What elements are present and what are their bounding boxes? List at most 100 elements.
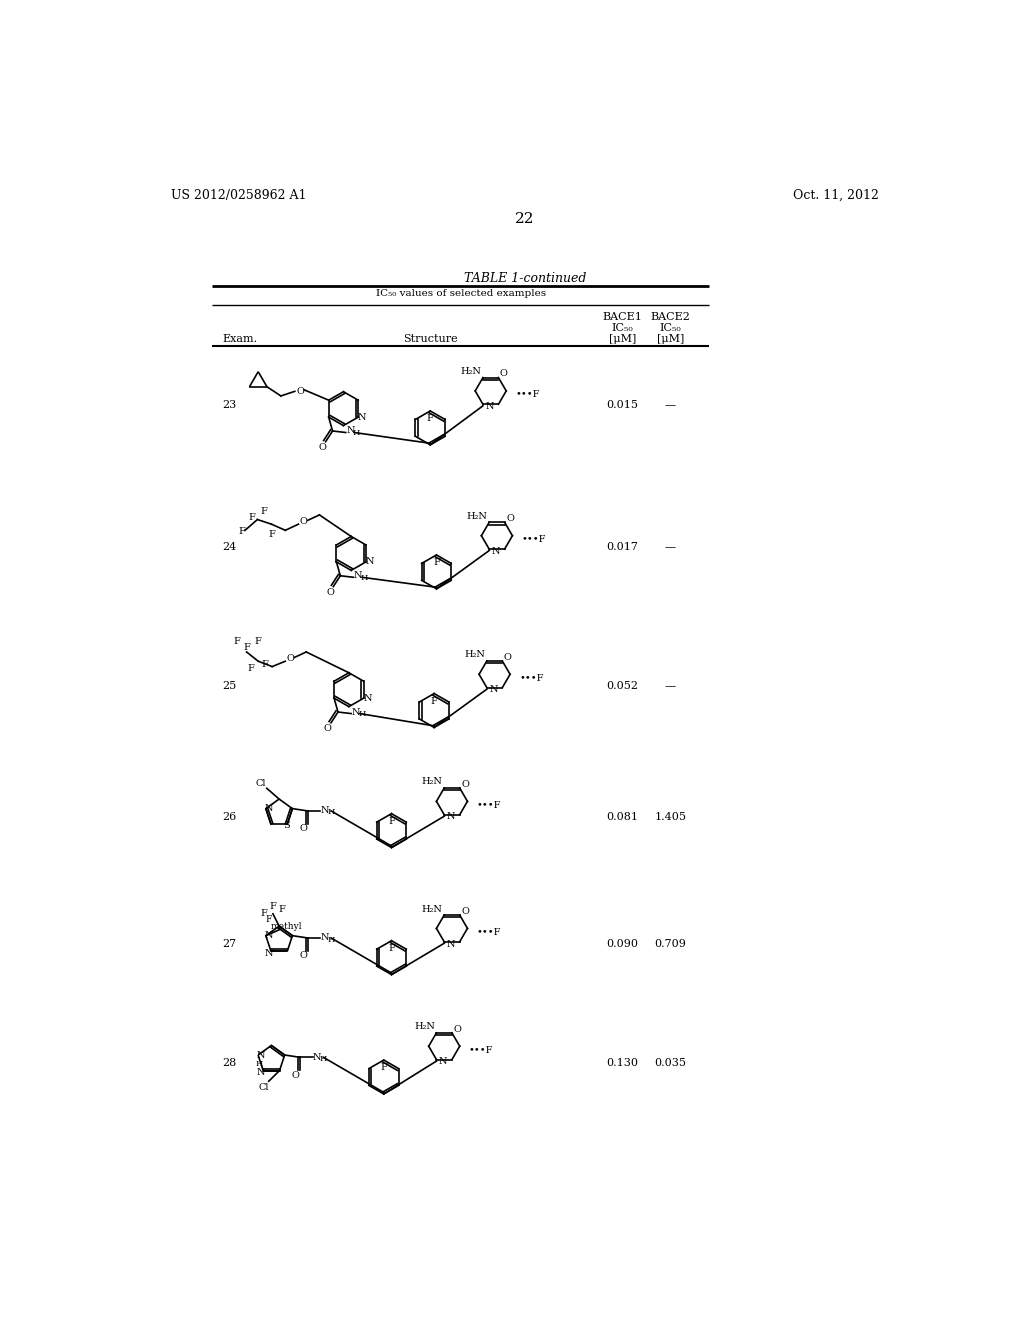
Text: 26: 26 bbox=[222, 812, 237, 822]
Text: N: N bbox=[257, 1068, 265, 1077]
Text: O: O bbox=[292, 1071, 299, 1080]
Text: H: H bbox=[353, 429, 360, 437]
Text: F: F bbox=[433, 558, 440, 568]
Text: N: N bbox=[492, 546, 500, 556]
Text: H: H bbox=[358, 710, 366, 718]
Text: 0.035: 0.035 bbox=[654, 1059, 686, 1068]
Text: H₂N: H₂N bbox=[465, 651, 485, 660]
Text: H: H bbox=[319, 1055, 327, 1063]
Text: 0.090: 0.090 bbox=[606, 939, 638, 949]
Text: F: F bbox=[388, 944, 395, 953]
Text: F: F bbox=[268, 531, 274, 540]
Text: O: O bbox=[506, 513, 514, 523]
Text: N: N bbox=[446, 940, 455, 949]
Text: F: F bbox=[249, 513, 255, 523]
Text: —: — bbox=[665, 400, 676, 409]
Text: •••F: •••F bbox=[521, 535, 546, 544]
Text: O: O bbox=[461, 780, 469, 788]
Text: O: O bbox=[500, 370, 508, 379]
Text: N: N bbox=[351, 708, 360, 717]
Text: methyl: methyl bbox=[270, 921, 302, 931]
Text: BACE1: BACE1 bbox=[602, 313, 642, 322]
Text: N: N bbox=[257, 1051, 265, 1060]
Text: 1.405: 1.405 bbox=[654, 812, 686, 822]
Text: O: O bbox=[287, 655, 295, 664]
Text: IC₅₀: IC₅₀ bbox=[659, 323, 681, 333]
Text: N: N bbox=[364, 694, 372, 702]
Text: 0.709: 0.709 bbox=[654, 939, 686, 949]
Text: H₂N: H₂N bbox=[461, 367, 481, 376]
Text: H₂N: H₂N bbox=[422, 777, 442, 787]
Text: F: F bbox=[260, 507, 267, 516]
Text: H: H bbox=[328, 808, 335, 817]
Text: 27: 27 bbox=[222, 939, 237, 949]
Text: 0.015: 0.015 bbox=[606, 400, 638, 409]
Text: 24: 24 bbox=[222, 543, 237, 552]
Text: N: N bbox=[346, 426, 354, 436]
Text: F: F bbox=[233, 636, 240, 645]
Text: BACE2: BACE2 bbox=[650, 313, 690, 322]
Text: Structure: Structure bbox=[402, 334, 458, 345]
Text: —: — bbox=[665, 681, 676, 690]
Text: 0.130: 0.130 bbox=[606, 1059, 638, 1068]
Text: N: N bbox=[265, 804, 273, 813]
Text: O: O bbox=[299, 952, 307, 960]
Text: 0.017: 0.017 bbox=[606, 543, 638, 552]
Text: •••F: •••F bbox=[477, 801, 502, 809]
Text: N: N bbox=[354, 572, 362, 581]
Text: O: O bbox=[461, 907, 469, 916]
Text: H: H bbox=[360, 574, 368, 582]
Text: —: — bbox=[665, 543, 676, 552]
Text: F: F bbox=[255, 636, 262, 645]
Text: F: F bbox=[380, 1064, 387, 1072]
Text: TABLE 1-continued: TABLE 1-continued bbox=[464, 272, 586, 285]
Text: F: F bbox=[427, 414, 434, 424]
Text: Exam.: Exam. bbox=[222, 334, 258, 345]
Text: N: N bbox=[357, 413, 367, 421]
Text: •••F: •••F bbox=[515, 391, 540, 399]
Text: F: F bbox=[261, 660, 268, 669]
Text: O: O bbox=[324, 725, 332, 734]
Text: O: O bbox=[299, 824, 307, 833]
Text: H₂N: H₂N bbox=[414, 1022, 435, 1031]
Text: F: F bbox=[279, 904, 286, 913]
Text: 0.052: 0.052 bbox=[606, 681, 638, 690]
Text: N: N bbox=[485, 403, 494, 411]
Text: F: F bbox=[239, 528, 246, 536]
Text: 28: 28 bbox=[222, 1059, 237, 1068]
Text: 23: 23 bbox=[222, 400, 237, 409]
Text: F: F bbox=[431, 697, 437, 706]
Text: N: N bbox=[446, 813, 455, 821]
Text: N: N bbox=[265, 931, 273, 940]
Text: N: N bbox=[438, 1057, 447, 1067]
Text: IC₅₀ values of selected examples: IC₅₀ values of selected examples bbox=[376, 289, 547, 298]
Text: N: N bbox=[366, 557, 374, 566]
Text: F: F bbox=[243, 643, 250, 652]
Text: H₂N: H₂N bbox=[467, 512, 487, 521]
Text: F: F bbox=[265, 916, 271, 924]
Text: O: O bbox=[296, 387, 304, 396]
Text: F: F bbox=[388, 817, 395, 826]
Text: US 2012/0258962 A1: US 2012/0258962 A1 bbox=[171, 189, 306, 202]
Text: N: N bbox=[321, 807, 329, 816]
Text: [μM]: [μM] bbox=[656, 334, 684, 345]
Text: •••F: •••F bbox=[519, 673, 544, 682]
Text: Cl: Cl bbox=[255, 779, 266, 788]
Text: N: N bbox=[489, 685, 498, 694]
Text: O: O bbox=[327, 589, 334, 597]
Text: O: O bbox=[454, 1024, 462, 1034]
Text: 22: 22 bbox=[515, 213, 535, 226]
Text: O: O bbox=[318, 444, 327, 453]
Text: H: H bbox=[256, 1060, 263, 1068]
Text: N: N bbox=[264, 949, 272, 958]
Text: •••F: •••F bbox=[477, 928, 502, 937]
Text: 0.081: 0.081 bbox=[606, 812, 638, 822]
Text: •••F: •••F bbox=[469, 1045, 494, 1055]
Text: N: N bbox=[313, 1053, 322, 1061]
Text: 25: 25 bbox=[222, 681, 237, 690]
Text: Cl: Cl bbox=[259, 1082, 269, 1092]
Text: F: F bbox=[260, 909, 267, 919]
Text: IC₅₀: IC₅₀ bbox=[611, 323, 633, 333]
Text: [μM]: [μM] bbox=[608, 334, 636, 345]
Text: H₂N: H₂N bbox=[422, 904, 442, 913]
